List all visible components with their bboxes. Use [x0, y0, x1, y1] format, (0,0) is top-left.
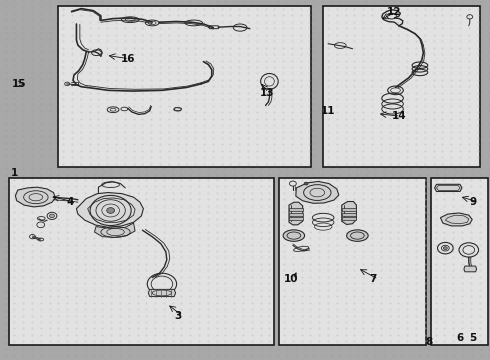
Text: 10: 10 — [284, 274, 298, 284]
Ellipse shape — [346, 230, 368, 241]
Text: 11: 11 — [321, 105, 335, 116]
Text: 7: 7 — [369, 274, 377, 284]
Ellipse shape — [304, 182, 308, 185]
Polygon shape — [289, 202, 303, 225]
Polygon shape — [289, 217, 303, 220]
Text: 3: 3 — [174, 311, 181, 321]
Text: 9: 9 — [470, 197, 477, 207]
Text: 14: 14 — [392, 111, 406, 121]
Ellipse shape — [443, 247, 447, 249]
Text: 13: 13 — [260, 88, 274, 98]
Polygon shape — [15, 187, 55, 207]
Bar — [58, 6, 311, 167]
Bar — [431, 178, 489, 345]
Polygon shape — [342, 213, 356, 216]
Text: 1: 1 — [10, 168, 18, 179]
Polygon shape — [342, 202, 356, 225]
Ellipse shape — [283, 230, 305, 241]
Text: 6: 6 — [456, 333, 464, 343]
Polygon shape — [342, 208, 356, 211]
Ellipse shape — [49, 214, 54, 218]
Text: 5: 5 — [469, 333, 476, 343]
Polygon shape — [148, 289, 175, 297]
Polygon shape — [76, 193, 144, 227]
Polygon shape — [464, 266, 477, 272]
Polygon shape — [342, 217, 356, 220]
Text: 12: 12 — [387, 7, 401, 17]
Ellipse shape — [107, 208, 115, 213]
Polygon shape — [435, 184, 462, 192]
Text: 16: 16 — [121, 54, 135, 64]
Bar — [323, 6, 480, 167]
Bar — [9, 178, 274, 345]
Polygon shape — [289, 213, 303, 216]
Text: 4: 4 — [67, 197, 74, 207]
Bar — [279, 178, 426, 345]
Polygon shape — [296, 181, 339, 203]
Polygon shape — [289, 208, 303, 211]
Polygon shape — [95, 223, 135, 237]
Polygon shape — [441, 213, 472, 226]
Text: 15: 15 — [11, 79, 26, 89]
Text: 8: 8 — [426, 337, 433, 347]
